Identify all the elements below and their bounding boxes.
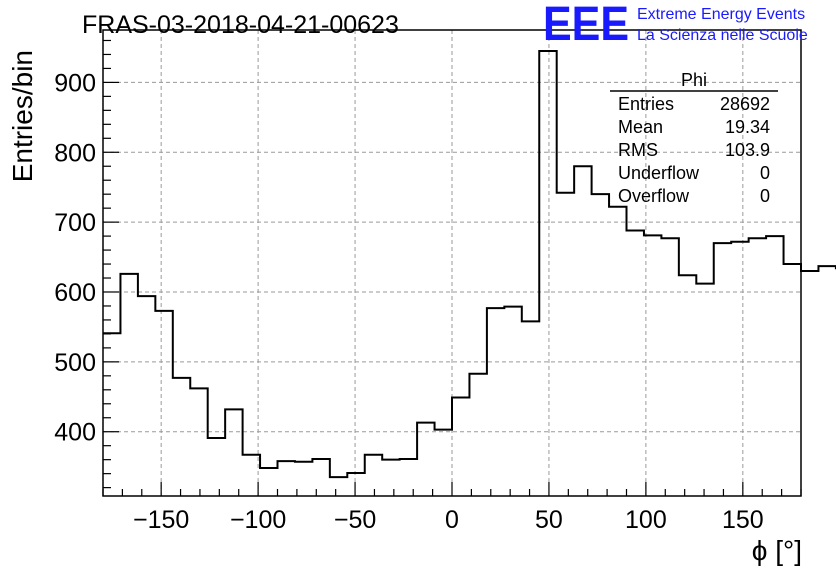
- y-tick-label: 900: [54, 69, 96, 97]
- y-tick-label: 500: [54, 349, 96, 377]
- logo-line-2: La Scienza nelle Scuole: [637, 27, 808, 44]
- x-tick-label: −150: [133, 506, 189, 534]
- stats-label: Overflow: [618, 186, 690, 206]
- tick-labels: −150 −100 −50 0 50 100 150 400 500 600 700 800 900: [54, 69, 763, 534]
- stats-value: 19.34: [725, 117, 770, 137]
- stats-label: RMS: [618, 140, 658, 160]
- histogram-series: [103, 49, 836, 479]
- x-axis-label: ϕ [°]: [752, 535, 802, 566]
- x-tick-label: 0: [445, 506, 459, 534]
- x-tick-label: 50: [535, 506, 563, 534]
- logo-mark: EEE: [543, 0, 629, 51]
- x-tick-label: −50: [334, 506, 376, 534]
- axis-ticks: [102, 39, 802, 496]
- stats-title: Phi: [681, 70, 707, 90]
- chart-title: FRAS-03-2018-04-21-00623: [82, 11, 399, 39]
- stats-label: Mean: [618, 117, 663, 137]
- stats-value: 0: [760, 186, 770, 206]
- y-tick-label: 400: [54, 419, 96, 447]
- x-tick-label: 150: [722, 506, 764, 534]
- grid-lines: [103, 30, 801, 496]
- stats-rows: Entries 28692 Mean 19.34 RMS 103.9 Underflow 0 O…: [618, 94, 770, 206]
- y-tick-label: 800: [54, 139, 96, 167]
- stats-value: 28692: [720, 94, 770, 114]
- eee-logo: EEE Extreme Energy Events La Scienza nel…: [543, 0, 808, 51]
- stats-value: 103.9: [725, 140, 770, 160]
- histogram-step-line: [103, 49, 836, 479]
- stats-box: Phi Entries 28692 Mean 19.34 RMS 103.9 Underfl…: [610, 70, 778, 206]
- x-tick-label: 100: [625, 506, 667, 534]
- logo-line-1: Extreme Energy Events: [637, 6, 805, 23]
- y-tick-label: 600: [54, 279, 96, 307]
- x-tick-label: −100: [230, 506, 286, 534]
- stats-label: Underflow: [618, 163, 700, 183]
- y-tick-label: 700: [54, 209, 96, 237]
- stats-value: 0: [760, 163, 770, 183]
- stats-label: Entries: [618, 94, 674, 114]
- y-axis-label: Entries/bin: [7, 50, 38, 182]
